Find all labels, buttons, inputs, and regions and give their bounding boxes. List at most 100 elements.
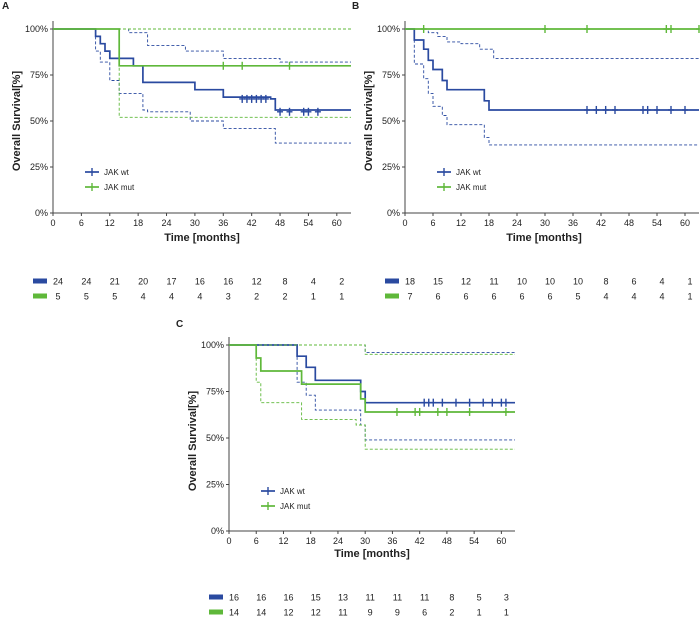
panel-c-mut-ci-lower — [229, 344, 515, 450]
panel-a-x-tick-label: 30 — [190, 218, 200, 228]
panel-c-risk-wt-count: 13 — [338, 593, 348, 603]
panel-a-wt-censor-mark — [286, 107, 293, 116]
panel-c-risk-wt-count: 16 — [256, 593, 266, 603]
panel-b-x-tick-label: 54 — [652, 218, 662, 228]
panel-c-wt-curve — [229, 344, 515, 404]
panel-c-risk-mut-count: 6 — [422, 608, 427, 618]
panel-c-mut-curve — [229, 344, 515, 413]
panel-b-risk-mut-count: 4 — [631, 292, 636, 302]
panel-a-y-tick-label: 50% — [30, 116, 48, 126]
panel-c-x-tick-label: 24 — [333, 536, 343, 546]
panel-b-risk-wt-count: 4 — [659, 277, 664, 287]
panel-c-legend-mut-label: JAK mut — [280, 502, 311, 511]
panel-b-risk-mut-count: 5 — [575, 292, 580, 302]
panel-a-x-tick-label: 42 — [247, 218, 257, 228]
panel-c-wt-ci-lower — [229, 344, 515, 441]
panel-c-mut-censor-mark — [443, 407, 450, 416]
panel-c-y-tick-label: 75% — [206, 387, 224, 397]
panel-a-risk-wt-count: 20 — [138, 277, 148, 287]
panel-c-x-tick-label: 42 — [415, 536, 425, 546]
panel-b-risk-wt-count: 8 — [603, 277, 608, 287]
panel-b-wt-censor-mark — [612, 105, 618, 114]
panel-a-y-axis-label: Overall Survival[%] — [11, 71, 23, 172]
panel-c-risk-mut-count: 14 — [229, 608, 239, 618]
panel-c-wt-censor-mark — [502, 398, 509, 407]
panel-c-x-tick-label: 0 — [226, 536, 231, 546]
panel-c-label: C — [176, 319, 183, 330]
panel-a-wt-ci-upper — [53, 28, 351, 63]
panel-c-x-tick-label: 36 — [387, 536, 397, 546]
panel-a-x-tick-label: 12 — [105, 218, 115, 228]
panel-b-wt-ci-lower — [405, 28, 699, 146]
panel-a-y-tick-label: 0% — [35, 208, 48, 218]
panel-a-risk-mut-count: 3 — [226, 292, 231, 302]
panel-b-legend-mut-label: JAK mut — [456, 183, 487, 192]
panel-a-x-tick-label: 48 — [275, 218, 285, 228]
panel-c-risk-mut-count: 12 — [283, 608, 293, 618]
panel-a-x-tick-label: 36 — [218, 218, 228, 228]
panel-b-x-tick-label: 60 — [680, 218, 690, 228]
panel-b-mut-censor-mark — [420, 25, 427, 33]
panel-b-y-tick-label: 75% — [382, 70, 400, 80]
panel-a-mut-censor-mark — [286, 61, 293, 70]
panel-c-y-tick-label: 25% — [206, 480, 224, 490]
panel-c-risk-mut-count: 9 — [395, 608, 400, 618]
panel-a-risk-wt-count: 21 — [110, 277, 120, 287]
panel-c-risk-mut-count: 2 — [449, 608, 454, 618]
panel-c-x-tick-label: 6 — [254, 536, 259, 546]
panel-a-mut-censor-mark — [220, 61, 227, 70]
panel-b-wt-censor-mark — [654, 105, 660, 114]
panel-c: C Overall Survival[%] Time [months] 0%25… — [176, 319, 515, 618]
panel-a-legend-wt-label: JAK wt — [104, 168, 130, 177]
panel-a-risk-mut-count: 1 — [339, 292, 344, 302]
panel-b-mut-censor-mark — [696, 25, 700, 33]
panel-c-y-axis-label: Overall Survival[%] — [187, 391, 199, 492]
panel-c-risk-mut-count: 11 — [338, 608, 347, 618]
panel-c-x-tick-label: 54 — [469, 536, 479, 546]
panel-b-x-tick-label: 6 — [430, 218, 435, 228]
panel-b-x-tick-label: 18 — [484, 218, 494, 228]
panel-a-x-tick-label: 0 — [50, 218, 55, 228]
panel-c-x-axis-label: Time [months] — [334, 548, 410, 560]
panel-c-y-tick-label: 100% — [201, 340, 224, 350]
panel-b-risk-mut-count: 6 — [519, 292, 524, 302]
panel-a-y-tick-label: 100% — [25, 24, 48, 34]
panel-c-wt-ci-upper — [229, 344, 515, 353]
panel-b-x-tick-label: 12 — [456, 218, 466, 228]
panel-b-wt-censor-mark — [682, 105, 688, 114]
panel-c-risk-wt-count: 15 — [311, 593, 321, 603]
panel-a-risk-mut-count: 5 — [55, 292, 60, 302]
panel-c-x-tick-label: 18 — [306, 536, 316, 546]
panel-b-wt-censor-mark — [644, 105, 651, 114]
panel-a-wt-ci-lower — [53, 28, 351, 144]
panel-b-wt-censor-mark — [584, 105, 590, 114]
panel-a-risk-mut-count: 1 — [311, 292, 316, 302]
panel-a-risk-wt-count: 4 — [311, 277, 316, 287]
panel-c-wt-censor-mark — [452, 398, 459, 407]
panel-a-mut-censor-mark — [239, 61, 246, 70]
panel-c-risk-wt-count: 5 — [477, 593, 482, 603]
panel-b-y-axis-label: Overall Survival[%] — [363, 71, 375, 172]
panel-c-risk-mut-count: 1 — [504, 608, 509, 618]
panel-a-risk-wt-count: 2 — [339, 277, 344, 287]
panel-b-risk-mut-count: 1 — [687, 292, 692, 302]
panel-c-x-tick-label: 30 — [360, 536, 370, 546]
panel-a-risk-mut-count: 5 — [112, 292, 117, 302]
panel-a-wt-censor-mark — [314, 107, 321, 116]
panel-a-mut-curve — [53, 28, 351, 67]
panel-c-wt-censor-mark — [430, 398, 437, 407]
panel-b-x-tick-label: 0 — [402, 218, 407, 228]
panel-b-risk-wt-count: 1 — [687, 277, 692, 287]
panel-c-y-tick-label: 50% — [206, 433, 224, 443]
panel-c-risk-wt-count: 3 — [504, 593, 509, 603]
panel-b-risk-mut-count: 4 — [603, 292, 608, 302]
panel-a-wt-curve — [53, 28, 351, 111]
panel-c-risk-wt-count: 11 — [420, 593, 429, 603]
panel-b-x-axis-label: Time [months] — [506, 232, 582, 244]
panel-b-mut-censor-mark — [584, 25, 590, 33]
panel-a-risk-wt-count: 12 — [252, 277, 262, 287]
panel-c-risk-wt-count: 8 — [449, 593, 454, 603]
panel-b-wt-curve — [405, 28, 699, 111]
panel-b-risk-wt-count: 18 — [405, 277, 415, 287]
panel-b-y-tick-label: 0% — [387, 208, 400, 218]
